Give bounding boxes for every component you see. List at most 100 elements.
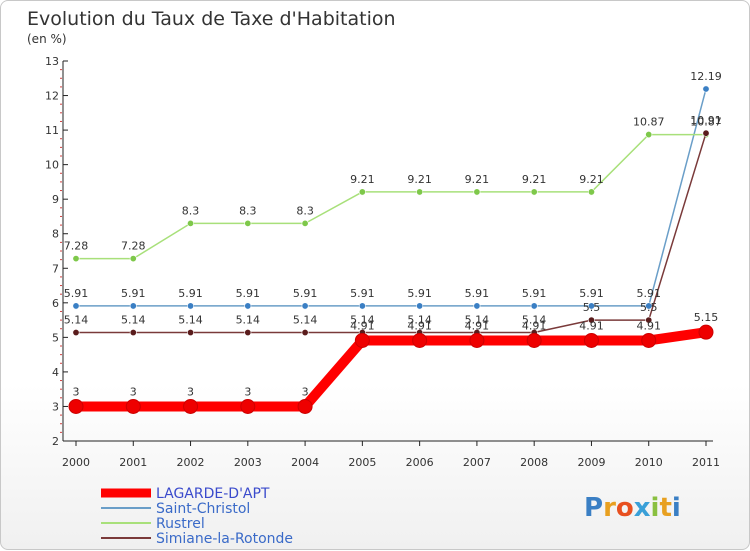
- legend-label-saint-christol: Saint-Christol: [156, 501, 250, 517]
- y-tick-label: 9: [52, 193, 59, 206]
- data-label-lagarde-d-apt: 4.91: [522, 319, 547, 332]
- data-point-saint-christol: [301, 302, 309, 310]
- data-point-saint-christol: [416, 302, 424, 310]
- series-simiane-la-rotonde: [72, 129, 710, 337]
- data-point-simiane-la-rotonde: [72, 329, 80, 337]
- data-point-rustrel: [587, 188, 595, 196]
- data-point-lagarde-d-apt: [412, 332, 428, 348]
- y-tick-label: 4: [52, 366, 59, 379]
- x-tick-label: 2006: [406, 456, 434, 469]
- logo-letter: r: [603, 493, 616, 523]
- x-tick-label: 2001: [119, 456, 147, 469]
- data-label-saint-christol: 5.91: [350, 287, 375, 300]
- series-line-simiane-la-rotonde: [75, 132, 707, 334]
- data-label-rustrel: 10.87: [690, 116, 722, 129]
- data-label-lagarde-d-apt: 4.91: [465, 319, 490, 332]
- y-tick-label: 12: [45, 90, 59, 103]
- data-point-simiane-la-rotonde: [187, 329, 195, 337]
- series-line-rustrel: [75, 133, 707, 260]
- data-label-simiane-la-rotonde: 5.14: [64, 314, 89, 327]
- data-label-rustrel: 9.21: [465, 173, 490, 186]
- data-point-simiane-la-rotonde: [645, 316, 653, 324]
- data-label-saint-christol: 5.91: [121, 287, 146, 300]
- x-tick-label: 2004: [291, 456, 319, 469]
- series-saint-christol: [72, 85, 710, 310]
- data-point-rustrel: [129, 255, 137, 263]
- data-label-simiane-la-rotonde: 5.5: [640, 301, 658, 314]
- x-tick-label: 2009: [577, 456, 605, 469]
- y-tick-label: 6: [52, 297, 59, 310]
- data-label-simiane-la-rotonde: 5.14: [121, 314, 146, 327]
- data-point-rustrel: [416, 188, 424, 196]
- data-label-simiane-la-rotonde: 5.14: [293, 314, 318, 327]
- chart-legend: LAGARDE-D'APTSaint-ChristolRustrelSimian…: [101, 486, 293, 547]
- data-point-lagarde-d-apt: [469, 332, 485, 348]
- data-point-rustrel: [530, 188, 538, 196]
- legend-label-rustrel: Rustrel: [156, 516, 205, 532]
- data-label-simiane-la-rotonde: 10.91: [690, 114, 722, 127]
- data-point-saint-christol: [187, 302, 195, 310]
- data-label-rustrel: 7.28: [121, 240, 146, 253]
- y-tick-label: 8: [52, 228, 59, 241]
- data-label-lagarde-d-apt: 4.91: [350, 319, 375, 332]
- y-tick-label: 7: [52, 262, 59, 275]
- data-label-saint-christol: 5.91: [522, 287, 547, 300]
- legend-label-lagarde-d-apt: LAGARDE-D'APT: [156, 486, 270, 502]
- data-point-lagarde-d-apt: [698, 324, 714, 340]
- data-point-rustrel: [473, 188, 481, 196]
- data-point-simiane-la-rotonde: [244, 329, 252, 337]
- data-point-simiane-la-rotonde: [587, 316, 595, 324]
- y-tick-label: 2: [52, 435, 59, 448]
- logo-letter: o: [616, 493, 634, 523]
- data-label-saint-christol: 5.91: [465, 287, 490, 300]
- data-point-rustrel: [187, 219, 195, 227]
- data-point-saint-christol: [129, 302, 137, 310]
- data-label-lagarde-d-apt: 4.91: [636, 319, 661, 332]
- x-tick-label: 2003: [234, 456, 262, 469]
- data-label-saint-christol: 5.91: [636, 287, 661, 300]
- data-label-rustrel: 8.3: [182, 204, 200, 217]
- data-label-simiane-la-rotonde: 5.5: [583, 301, 601, 314]
- chart-subtitle: (en %): [27, 32, 67, 46]
- data-point-lagarde-d-apt: [297, 398, 313, 414]
- data-label-simiane-la-rotonde: 5.14: [236, 314, 261, 327]
- data-point-lagarde-d-apt: [240, 398, 256, 414]
- data-label-rustrel: 9.21: [407, 173, 432, 186]
- data-label-saint-christol: 5.91: [236, 287, 261, 300]
- data-point-lagarde-d-apt: [68, 398, 84, 414]
- x-tick-label: 2011: [692, 456, 720, 469]
- x-tick-label: 2007: [463, 456, 491, 469]
- y-tick-label: 3: [52, 400, 59, 413]
- data-point-lagarde-d-apt: [125, 398, 141, 414]
- data-label-saint-christol: 5.91: [579, 287, 604, 300]
- data-point-lagarde-d-apt: [583, 332, 599, 348]
- series-lagarde-d-apt: [68, 324, 714, 414]
- chart-series-layer: [68, 85, 714, 414]
- data-label-lagarde-d-apt: 3: [302, 385, 309, 398]
- data-point-simiane-la-rotonde: [129, 329, 137, 337]
- data-point-rustrel: [72, 255, 80, 263]
- data-point-lagarde-d-apt: [526, 332, 542, 348]
- data-label-rustrel: 9.21: [579, 173, 604, 186]
- logo-letter: i: [672, 493, 681, 523]
- data-point-simiane-la-rotonde: [301, 329, 309, 337]
- y-tick-label: 13: [45, 55, 59, 68]
- logo-letter: x: [634, 493, 651, 523]
- data-point-saint-christol: [702, 85, 710, 93]
- data-label-lagarde-d-apt: 3: [73, 385, 80, 398]
- data-label-lagarde-d-apt: 3: [244, 385, 251, 398]
- data-label-rustrel: 8.3: [239, 204, 257, 217]
- data-point-saint-christol: [72, 302, 80, 310]
- data-point-saint-christol: [530, 302, 538, 310]
- data-point-simiane-la-rotonde: [702, 129, 710, 137]
- data-label-saint-christol: 5.91: [178, 287, 203, 300]
- data-label-simiane-la-rotonde: 5.14: [350, 314, 375, 327]
- data-label-lagarde-d-apt: 3: [130, 385, 137, 398]
- chart-axes: 2 3 4 5 6 7 8 9 10 11 12 13 2000 2001 2002 2003 2004 2005…: [45, 55, 720, 469]
- series-line-lagarde-d-apt: [71, 327, 711, 412]
- data-label-lagarde-d-apt: 5.15: [694, 311, 719, 324]
- x-tick-label: 2002: [177, 456, 205, 469]
- data-label-saint-christol: 5.91: [407, 287, 432, 300]
- data-point-rustrel: [645, 131, 653, 139]
